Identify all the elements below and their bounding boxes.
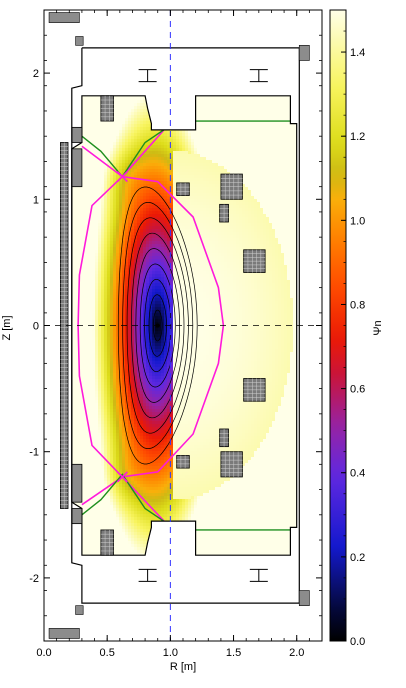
y-tick-label: 2 bbox=[33, 68, 39, 80]
y-tick-label: 1 bbox=[33, 194, 39, 206]
pf-coil bbox=[177, 455, 190, 468]
x-tick-label: 1.0 bbox=[163, 647, 178, 659]
colorbar-tick-label: 1.4 bbox=[350, 47, 365, 59]
x-tick-label: 0.5 bbox=[100, 647, 115, 659]
inboard-tile bbox=[72, 149, 82, 187]
inboard-tile bbox=[72, 127, 82, 142]
vessel-plate bbox=[76, 37, 84, 46]
x-tick-label: 1.5 bbox=[226, 647, 241, 659]
divertor-coil bbox=[101, 530, 114, 555]
x-tick-label: 2.0 bbox=[289, 647, 304, 659]
coil-body bbox=[177, 455, 190, 468]
x-axis-label: R [m] bbox=[170, 661, 196, 673]
inboard-tile bbox=[72, 464, 82, 502]
pf-coil bbox=[220, 204, 229, 222]
y-tick-label: 0 bbox=[33, 321, 39, 333]
pf-coil bbox=[221, 174, 242, 199]
pf-coil bbox=[220, 429, 229, 447]
divertor-coil bbox=[101, 96, 114, 121]
magnetic-axis-marker bbox=[156, 324, 160, 328]
colorbar-tick-label: 1.2 bbox=[350, 131, 365, 143]
colorbar-tick-label: 0.2 bbox=[350, 552, 365, 564]
coil-body bbox=[177, 183, 190, 196]
y-tick-label: -1 bbox=[29, 447, 39, 459]
vessel-plate bbox=[299, 45, 309, 60]
colorbar-tick-label: 1.0 bbox=[350, 215, 365, 227]
y-tick-label: -2 bbox=[29, 573, 39, 585]
y-axis-label: Z [m] bbox=[1, 315, 13, 340]
x-tick-label: 0.0 bbox=[36, 647, 51, 659]
vessel-plate bbox=[49, 13, 79, 23]
colorbar-label: Ψn bbox=[372, 320, 384, 335]
colorbar-tick-label: 0.6 bbox=[350, 384, 365, 396]
vessel-plate bbox=[76, 606, 84, 615]
pf-coil bbox=[244, 250, 265, 273]
pf-coil bbox=[244, 379, 265, 402]
pf-coil bbox=[221, 452, 242, 477]
inboard-tile bbox=[72, 508, 82, 523]
colorbar-tick-label: 0.8 bbox=[350, 299, 365, 311]
vessel-plate bbox=[299, 591, 309, 606]
colorbar-tick-label: 0.0 bbox=[350, 636, 365, 648]
colorbar-tick-label: 0.4 bbox=[350, 468, 365, 480]
colorbar: 0.0 0.2 0.4 0.6 0.8 1.0 1.2 1.4 bbox=[330, 10, 365, 648]
pf-coil bbox=[177, 183, 190, 196]
vessel-plate bbox=[49, 628, 79, 638]
